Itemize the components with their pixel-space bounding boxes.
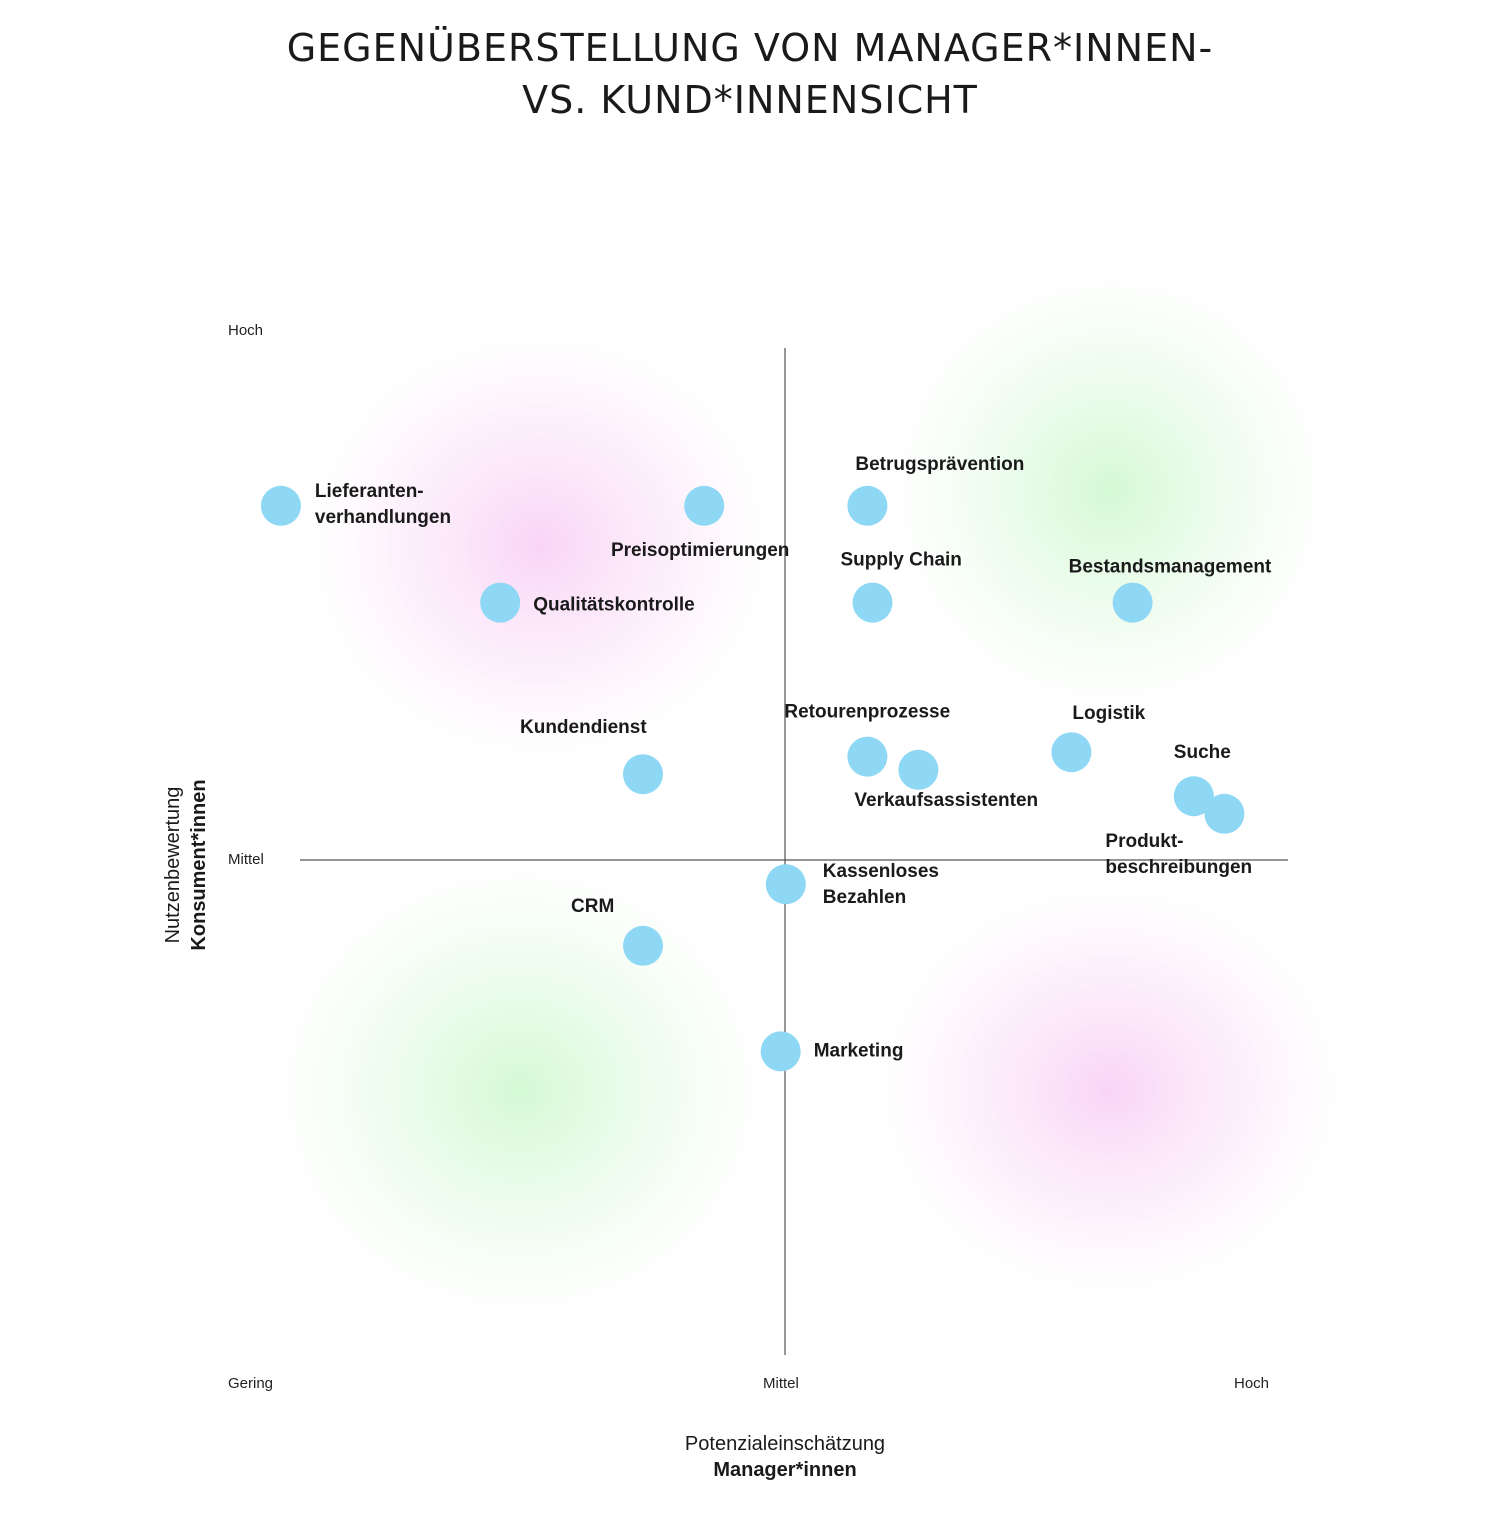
x-tick-gering: Gering: [228, 1375, 273, 1392]
point-label-9: Verkaufsassistenten: [854, 790, 1038, 811]
point-label-6: Bestandsmanagement: [1069, 557, 1272, 578]
point-label-line1: Logistik: [1072, 703, 1145, 724]
blob-pink-top-left: [280, 305, 800, 785]
point-label-line1: Verkaufsassistenten: [854, 790, 1038, 811]
point-label-line1: Betrugsprävention: [855, 454, 1024, 475]
point-3: [847, 485, 888, 526]
point-label-1: Lieferanten-verhandlungen: [315, 481, 451, 528]
point-label-line1: CRM: [571, 896, 614, 917]
point-label-4: Qualitätskontrolle: [533, 595, 695, 616]
point-label-line1: Lieferanten-: [315, 481, 424, 502]
point-label-3: Betrugsprävention: [855, 454, 1024, 475]
point-label-line1: Kassenloses: [823, 861, 939, 882]
point-label-line1: Marketing: [814, 1040, 904, 1061]
point-5: [852, 582, 893, 623]
point-label-line1: Produkt-: [1105, 831, 1183, 852]
point-label-10: Logistik: [1072, 703, 1145, 724]
point-12: [1204, 793, 1245, 834]
data-labels: Lieferanten-verhandlungen Preisoptimierun…: [315, 454, 1272, 1062]
blob-pink-bottom-right: [850, 860, 1370, 1320]
y-axis-title-sub: Konsument*innen: [188, 779, 210, 951]
point-9: [898, 749, 939, 790]
point-label-line1: Kundendienst: [520, 717, 647, 738]
x-axis-title-main: Potenzialeinschätzung: [684, 1433, 886, 1455]
point-label-line2: beschreibungen: [1105, 857, 1252, 878]
title-line-2: VS. KUND*INNENSICHT: [522, 78, 978, 122]
point-label-15: Marketing: [814, 1040, 904, 1061]
point-label-line1: Preisoptimierungen: [611, 540, 789, 561]
x-tick-mittel: Mittel: [763, 1375, 799, 1392]
point-label-line1: Retourenprozesse: [784, 702, 950, 723]
point-6: [1112, 582, 1153, 623]
point-label-line2: verhandlungen: [315, 507, 451, 528]
point-label-line1: Suche: [1174, 742, 1231, 763]
point-label-2: Preisoptimierungen: [611, 540, 789, 561]
title-line-1: GEGENÜBERSTELLUNG VON MANAGER*INNEN-: [286, 26, 1214, 70]
point-15: [760, 1031, 801, 1072]
point-14: [623, 925, 663, 966]
point-label-5: Supply Chain: [841, 550, 962, 571]
point-label-line1: Supply Chain: [841, 550, 962, 571]
point-label-11: Suche: [1174, 742, 1231, 763]
data-points: [260, 485, 1245, 1072]
chart-title: GEGENÜBERSTELLUNG VON MANAGER*INNEN- VS.…: [0, 22, 1500, 126]
point-2: [684, 485, 725, 526]
y-tick-mittel: Mittel: [228, 851, 264, 868]
point-label-line1: Bestandsmanagement: [1069, 557, 1272, 578]
background-blobs: [240, 240, 1370, 1350]
point-7: [623, 754, 663, 795]
point-label-8: Retourenprozesse: [784, 702, 950, 723]
point-11: [1173, 776, 1214, 817]
blob-green-top-right: [860, 240, 1360, 740]
point-1: [260, 485, 301, 526]
x-axis-title: Potenzialeinschätzung Manager*innen: [550, 1431, 1020, 1483]
y-axis-title-main: Nutzenbewertung: [162, 786, 184, 944]
y-axis-title: Nutzenbewertung Konsument*innen: [160, 665, 212, 1065]
point-4: [480, 582, 521, 623]
point-label-12: Produkt-beschreibungen: [1105, 831, 1252, 878]
point-13: [765, 864, 806, 905]
y-tick-hoch: Hoch: [228, 322, 263, 339]
x-axis-title-sub: Manager*innen: [713, 1459, 857, 1481]
point-label-13: Kassenloses Bezahlen: [823, 861, 939, 908]
point-10: [1051, 732, 1092, 773]
x-tick-hoch: Hoch: [1234, 1375, 1269, 1392]
blob-green-bottom-left: [240, 830, 800, 1350]
point-label-line2: Bezahlen: [823, 887, 906, 908]
point-label-7: Kundendienst: [520, 717, 647, 738]
point-8: [847, 736, 888, 777]
point-label-line1: Qualitätskontrolle: [533, 595, 695, 616]
point-label-14: CRM: [571, 896, 614, 917]
